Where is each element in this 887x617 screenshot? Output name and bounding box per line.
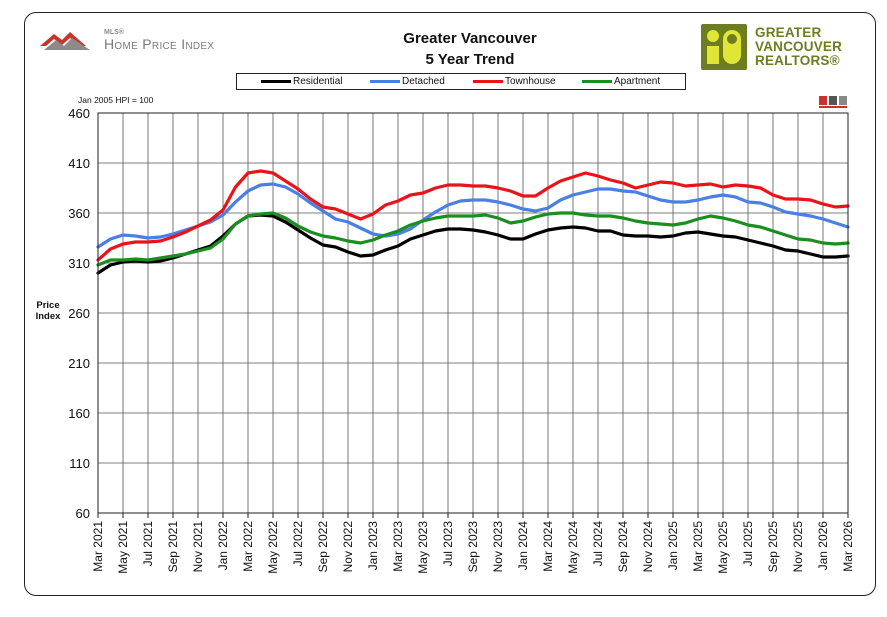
title-line-2: 5 Year Trend: [425, 51, 515, 68]
legend-swatch-apartment: [582, 79, 612, 83]
legend-label-residential: Residential: [293, 76, 343, 87]
x-tick-label: Mar 2026: [841, 521, 855, 572]
x-tick-label: Mar 2022: [241, 521, 255, 572]
x-tick-label: Sep 2023: [466, 521, 480, 573]
mls-home-price-index-logo: [40, 32, 90, 50]
y-tick-label: 210: [68, 356, 90, 371]
x-tick-label: Jul 2022: [291, 521, 305, 567]
x-tick-label: Sep 2022: [316, 521, 330, 573]
x-tick-label: Nov 2022: [341, 521, 355, 573]
x-tick-label: Nov 2024: [641, 521, 655, 573]
mls-small-label: MLS®: [104, 29, 124, 36]
legend-item-townhouse: Townhouse: [473, 74, 556, 89]
y-axis-label: Price Index: [33, 300, 63, 322]
x-tick-label: Jan 2022: [216, 521, 230, 571]
gvr-logo-icon: [701, 24, 747, 70]
x-tick-label: Jan 2025: [666, 521, 680, 571]
legend-label-townhouse: Townhouse: [505, 76, 556, 87]
series-line-detached: [96, 182, 850, 249]
x-tick-label: Jan 2026: [816, 521, 830, 571]
legend-swatch-detached: [370, 79, 400, 83]
chart-legend: Residential Detached Townhouse Apartment: [236, 73, 686, 90]
y-tick-label: 460: [68, 106, 90, 121]
x-tick-label: Nov 2021: [191, 521, 205, 573]
x-tick-label: Mar 2024: [541, 521, 555, 572]
x-tick-label: Sep 2025: [766, 521, 780, 573]
y-tick-label: 360: [68, 206, 90, 221]
legend-label-detached: Detached: [402, 76, 445, 87]
gvr-text-line-2: VANCOUVER: [755, 39, 843, 54]
gvr-logo-text: GREATER VANCOUVER REALTORS®: [755, 26, 842, 68]
legend-item-detached: Detached: [370, 74, 445, 89]
hpi-base-note: Jan 2005 HPI = 100: [78, 95, 154, 105]
y-tick-label: 60: [76, 506, 90, 521]
y-tick-label: 310: [68, 256, 90, 271]
y-tick-label: 160: [68, 406, 90, 421]
x-tick-label: Jan 2023: [366, 521, 380, 571]
x-tick-label: Sep 2024: [616, 521, 630, 573]
x-tick-label: Jul 2023: [441, 521, 455, 567]
gvr-text-line-3: REALTORS®: [755, 53, 840, 68]
x-tick-label: Nov 2025: [791, 521, 805, 573]
x-tick-label: Mar 2023: [391, 521, 405, 572]
legend-swatch-townhouse: [473, 79, 503, 83]
mls-big-label: Home Price Index: [104, 36, 215, 52]
chart-title: Greater Vancouver 5 Year Trend: [340, 28, 600, 70]
series-line-residential: [96, 213, 850, 275]
legend-label-apartment: Apartment: [614, 76, 661, 87]
x-tick-label: Jul 2021: [141, 521, 155, 567]
x-tick-label: Mar 2025: [691, 521, 705, 572]
x-tick-label: May 2023: [416, 521, 430, 574]
title-line-1: Greater Vancouver: [403, 30, 537, 47]
y-tick-label: 410: [68, 156, 90, 171]
x-tick-label: Jan 2024: [516, 521, 530, 571]
x-tick-label: Mar 2021: [91, 521, 105, 572]
x-tick-label: Nov 2023: [491, 521, 505, 573]
mls-mini-logo: [819, 96, 847, 108]
x-tick-label: May 2021: [116, 521, 130, 574]
y-tick-label: 260: [68, 306, 90, 321]
x-tick-label: Jul 2025: [741, 521, 755, 567]
x-tick-label: May 2024: [566, 521, 580, 574]
y-tick-label: 110: [69, 456, 90, 471]
y-axis-label-text: Price Index: [35, 300, 61, 322]
series-line-townhouse: [96, 169, 850, 262]
x-tick-label: May 2025: [716, 521, 730, 574]
x-tick-label: May 2022: [266, 521, 280, 574]
legend-item-apartment: Apartment: [582, 74, 660, 89]
x-tick-label: Jul 2024: [591, 521, 605, 567]
legend-item-residential: Residential: [261, 74, 342, 89]
series-line-apartment: [96, 211, 850, 267]
legend-swatch-residential: [261, 79, 291, 83]
plot-border: [97, 112, 849, 514]
x-tick-label: Sep 2021: [166, 521, 180, 573]
gvr-text-line-1: GREATER: [755, 25, 822, 40]
